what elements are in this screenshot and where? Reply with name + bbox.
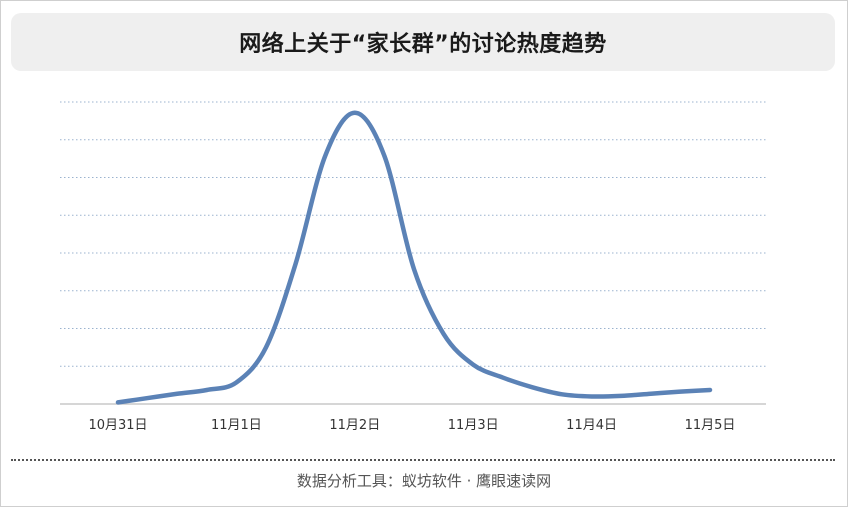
x-tick-label: 10月31日 <box>88 418 147 433</box>
x-tick-label: 11月5日 <box>685 418 736 433</box>
data-point <box>530 385 534 389</box>
data-point <box>382 154 386 158</box>
x-tick-label: 11月3日 <box>448 418 499 433</box>
data-point <box>353 111 357 115</box>
data-point <box>560 392 564 396</box>
data-point <box>471 363 475 367</box>
data-source-footer: 数据分析工具：蚁坊软件 · 鹰眼速读网 <box>296 472 552 490</box>
x-tick-label: 11月2日 <box>329 418 380 433</box>
x-tick-labels: 10月31日 11月1日 11月2日 11月3日 11月4日 11月5日 <box>88 418 735 433</box>
data-point <box>708 388 712 392</box>
data-point <box>294 262 298 266</box>
data-point <box>205 388 209 392</box>
gridlines <box>60 101 766 367</box>
footer-divider <box>11 459 835 461</box>
data-point <box>590 394 594 398</box>
data-point <box>146 396 150 400</box>
series-line <box>115 110 713 405</box>
data-points <box>116 111 712 405</box>
x-tick-label: 11月1日 <box>211 418 262 433</box>
data-point <box>678 390 682 394</box>
data-point <box>442 332 446 336</box>
data-point <box>323 154 327 158</box>
data-point <box>234 380 238 384</box>
chart-title: 网络上关于“家长群”的讨论热度趋势 <box>239 32 607 57</box>
x-tick-label: 11月4日 <box>566 418 617 433</box>
data-point <box>412 267 416 271</box>
data-point <box>175 392 179 396</box>
data-point <box>501 376 505 380</box>
data-point <box>116 400 120 404</box>
data-point <box>264 345 268 349</box>
data-point <box>649 392 653 396</box>
title-bar: 网络上关于“家长群”的讨论热度趋势 <box>11 13 835 71</box>
data-point <box>619 394 623 398</box>
